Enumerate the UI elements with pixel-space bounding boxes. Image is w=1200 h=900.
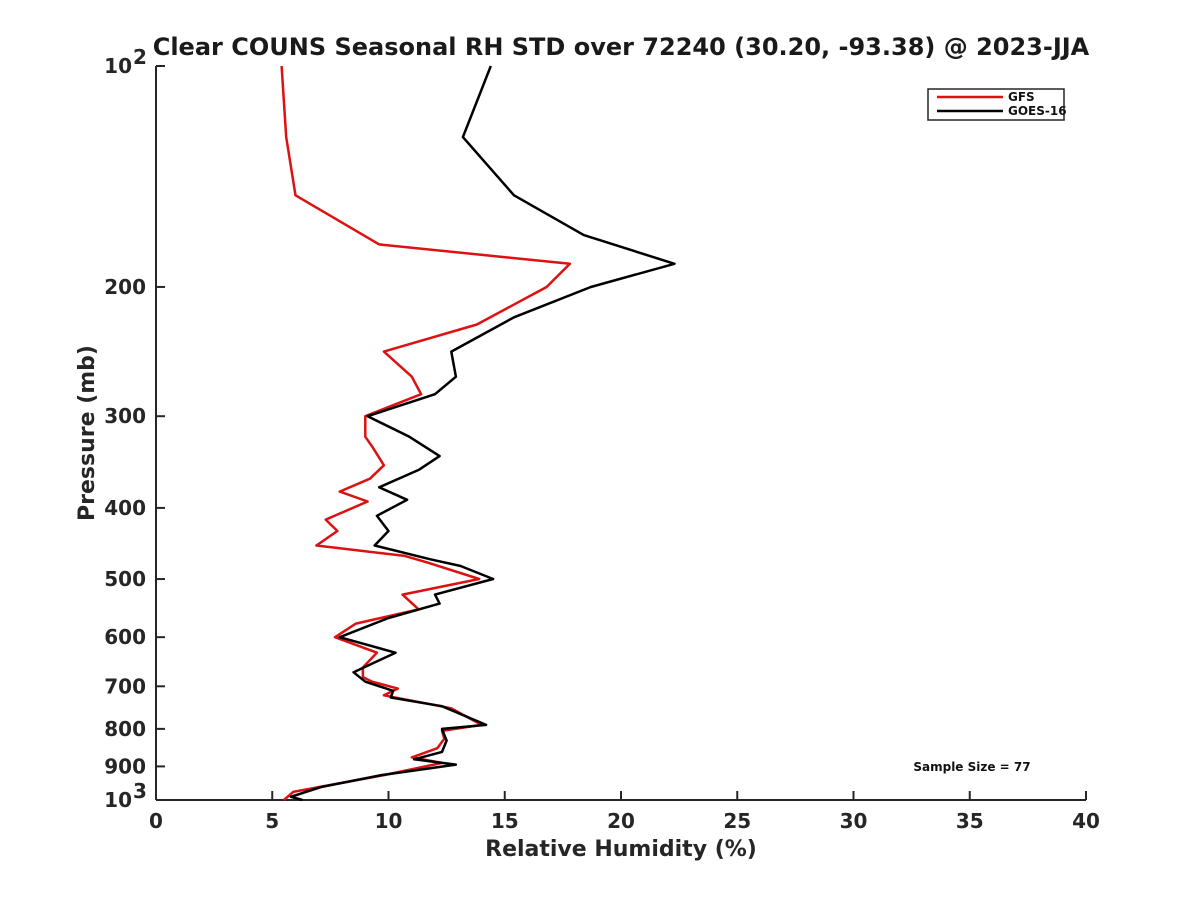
x-tick-label: 15 bbox=[491, 809, 519, 833]
y-tick-label: 600 bbox=[104, 625, 146, 649]
legend-label-gfs: GFS bbox=[1008, 90, 1035, 104]
y-tick-label: 400 bbox=[104, 496, 146, 520]
sample-size-annotation: Sample Size = 77 bbox=[913, 760, 1030, 774]
x-tick-label: 25 bbox=[723, 809, 751, 833]
y-tick-exponent: 3 bbox=[133, 779, 147, 803]
y-tick-label: 10 bbox=[104, 54, 132, 78]
x-axis-ticks: 0 5 10 15 20 25 30 35 40 bbox=[149, 791, 1100, 833]
x-tick-label: 10 bbox=[375, 809, 403, 833]
series-line-goes16 bbox=[289, 65, 676, 802]
series-layer bbox=[280, 65, 676, 802]
x-tick-label: 30 bbox=[840, 809, 868, 833]
x-tick-label: 0 bbox=[149, 809, 163, 833]
chart-title: Clear COUNS Seasonal RH STD over 72240 (… bbox=[153, 33, 1090, 61]
x-tick-label: 35 bbox=[956, 809, 984, 833]
y-tick-label: 700 bbox=[104, 674, 146, 698]
y-axis-label: Pressure (mb) bbox=[75, 345, 100, 521]
y-tick-label: 10 bbox=[104, 788, 132, 812]
x-tick-label: 40 bbox=[1072, 809, 1100, 833]
y-tick-label: 200 bbox=[104, 275, 146, 299]
legend: GFS GOES-16 bbox=[927, 88, 1067, 121]
x-axis-label: Relative Humidity (%) bbox=[485, 837, 757, 862]
y-tick-exponent: 2 bbox=[133, 45, 147, 69]
y-tick-label: 900 bbox=[104, 754, 146, 778]
x-tick-label: 20 bbox=[607, 809, 635, 833]
y-tick-label: 800 bbox=[104, 717, 146, 741]
y-tick-label: 300 bbox=[104, 404, 146, 428]
y-tick-label: 500 bbox=[104, 567, 146, 591]
x-tick-label: 5 bbox=[265, 809, 279, 833]
legend-box bbox=[927, 88, 1065, 121]
legend-label-goes16: GOES-16 bbox=[1008, 104, 1067, 118]
